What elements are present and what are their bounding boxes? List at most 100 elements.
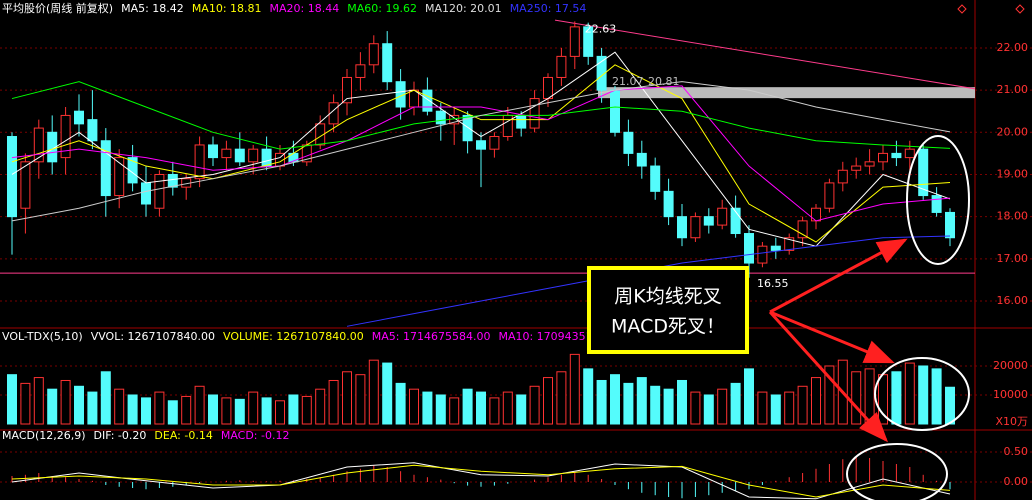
y-tick-label: 18.00 (997, 210, 1029, 223)
candle-body (730, 207, 741, 235)
y-tick-label: 20.00 (997, 125, 1029, 138)
annotation-box (587, 266, 749, 354)
candle-body (100, 140, 111, 197)
candle-body (208, 144, 218, 159)
candle-body (610, 89, 620, 133)
legend-label: VVOL: 1267107840.00 (91, 330, 215, 343)
candle-body (878, 152, 888, 163)
legend-label: MACD: -0.12 (221, 429, 290, 442)
legend-label: MA5: 18.42 (121, 2, 184, 15)
volume-bar (811, 377, 821, 425)
series-line (11, 464, 951, 498)
candle-body (167, 173, 178, 188)
volume-bar (556, 371, 567, 425)
candle-body (636, 152, 647, 167)
volume-bar (7, 374, 17, 425)
volume-bar (596, 379, 607, 425)
volume-bar (167, 400, 178, 425)
candle-body (784, 237, 795, 251)
volume-bar (516, 394, 527, 425)
y-tick-label: 17.00 (997, 252, 1029, 265)
candle-body (33, 127, 44, 163)
candle-body (596, 55, 607, 91)
volume-bar (315, 388, 326, 425)
volume-bar (154, 391, 165, 425)
candle-body (543, 76, 553, 100)
volume-bar (757, 391, 768, 425)
volume-bar (194, 385, 205, 425)
candle-body (154, 173, 165, 209)
volume-bar (797, 385, 808, 425)
candle-body (221, 148, 232, 159)
volume-bar (744, 368, 754, 425)
candle-body (328, 102, 339, 125)
volume-bar (382, 362, 393, 425)
candle-body (20, 161, 31, 209)
volume-bar (275, 400, 285, 425)
window-icon[interactable] (957, 4, 1025, 14)
candle-body (569, 26, 580, 57)
series-line (11, 462, 951, 500)
candle-body (355, 64, 366, 78)
candle-body (342, 76, 352, 104)
y-tick-label: 0.50 (1004, 445, 1029, 458)
candle-body (382, 43, 393, 83)
highlight-ellipse (874, 357, 970, 431)
candle-body (127, 157, 138, 184)
arrow (769, 310, 895, 364)
volume-bar (20, 382, 31, 425)
volume-bar (784, 391, 795, 425)
volume-bar (87, 391, 98, 425)
candle-body (918, 148, 929, 197)
candle-body (744, 233, 754, 264)
candle-body (837, 169, 848, 184)
candle-body (234, 148, 245, 163)
volume-bar (610, 374, 620, 425)
candle-body (368, 43, 379, 66)
candle-body (315, 123, 326, 146)
volume-bar (476, 391, 486, 425)
volume-bar (623, 382, 634, 425)
volume-bar (677, 379, 687, 425)
volume-bar (703, 394, 714, 425)
volume-bar (945, 386, 955, 425)
candle-body (583, 26, 594, 57)
candle-body (462, 114, 473, 142)
legend-label: MA20: 18.44 (270, 2, 340, 15)
volume-bar (489, 397, 500, 425)
volume-bar (74, 385, 84, 425)
volume-bar (663, 388, 674, 425)
volume-bar (636, 377, 647, 425)
candle-body (529, 98, 540, 129)
candle-body (717, 207, 728, 226)
volume-bar (33, 377, 44, 425)
candle-body (141, 182, 151, 205)
candle-body (435, 110, 446, 125)
volume-bar (851, 371, 862, 425)
candle-body (797, 220, 808, 239)
unit-label: X10万 (995, 415, 1028, 428)
legend-label: DIF: -0.20 (94, 429, 147, 442)
y-tick-label: 10000 (993, 388, 1028, 401)
volume-bar (395, 382, 406, 425)
candle-body (194, 144, 205, 180)
candle-body (248, 148, 259, 163)
candle-body (891, 152, 902, 159)
candle-body (811, 207, 821, 222)
arrow (768, 310, 889, 443)
volume-bar (730, 382, 741, 425)
volume-bar (864, 368, 875, 425)
volume-bar (355, 374, 366, 425)
volume-bar (328, 379, 339, 425)
band-label: 20.81 (648, 75, 680, 88)
candle-body (677, 216, 687, 239)
band-label: 21.07 (612, 75, 644, 88)
y-tick-label: 22.00 (997, 41, 1029, 54)
legend-label: DEA: -0.14 (154, 429, 212, 442)
annotation-text: 周K均线死叉 (614, 286, 721, 308)
legend-label: 平均股价(周线 前复权) (2, 1, 113, 15)
candle-body (757, 245, 768, 264)
candle-body (690, 216, 701, 239)
volume-bar (409, 388, 419, 425)
